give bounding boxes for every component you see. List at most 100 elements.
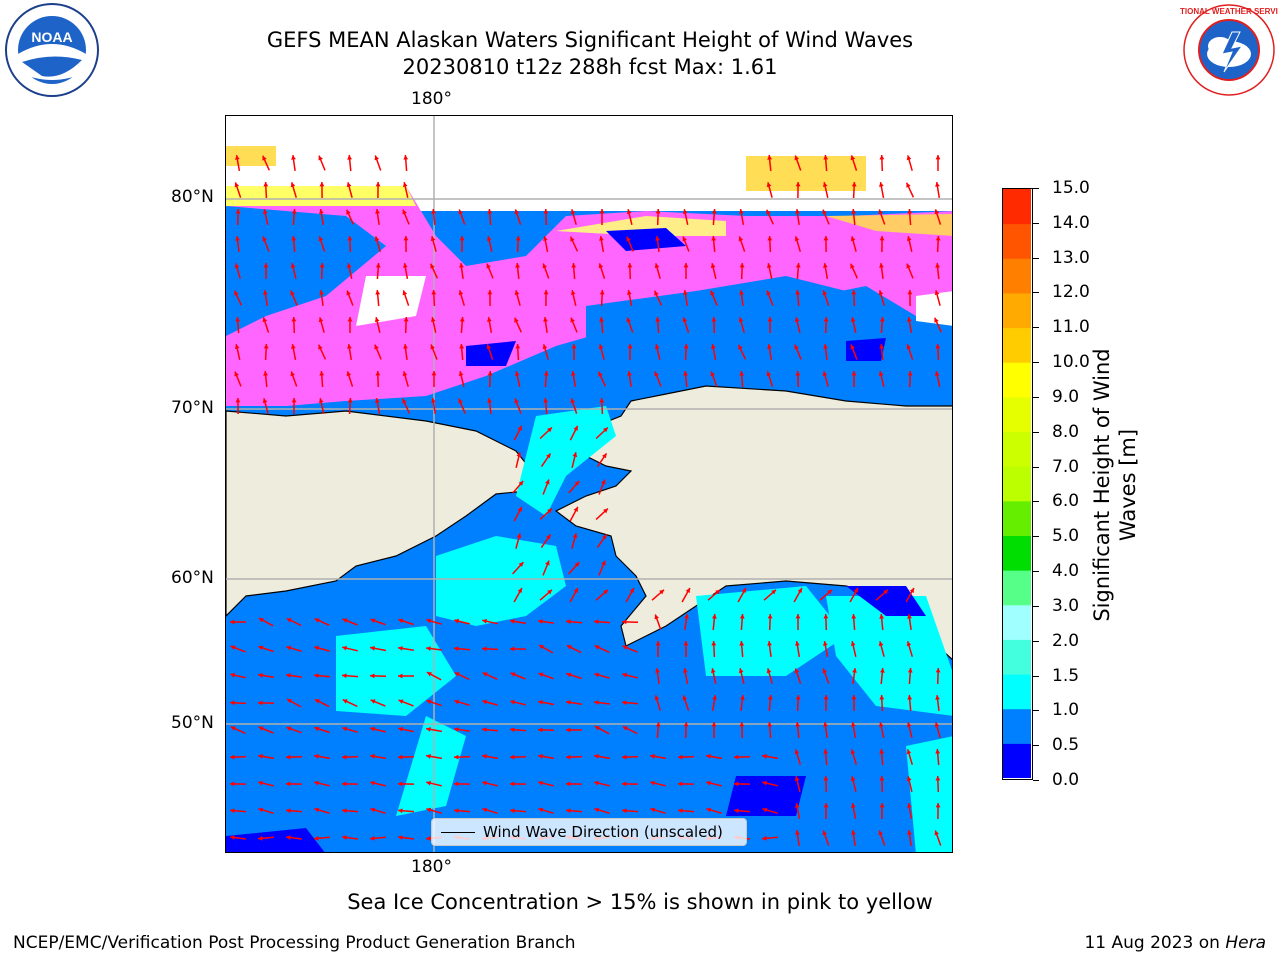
wind-wave-arrowhead: [598, 263, 604, 269]
wind-wave-arrowhead: [262, 155, 267, 161]
wind-wave-arrowhead: [629, 588, 634, 593]
wind-wave-arrowhead: [346, 182, 352, 188]
wind-wave-arrowhead: [822, 209, 827, 215]
wind-wave-arrowhead: [318, 236, 324, 242]
colorbar-swatch: [1003, 570, 1031, 606]
wind-wave-arrowhead: [318, 398, 324, 403]
wind-wave-arrowhead: [426, 835, 431, 841]
wind-wave-arrowhead: [794, 317, 800, 323]
wind-wave-arrowhead: [706, 780, 711, 786]
colorbar-tick-mark: [1033, 605, 1039, 607]
wind-wave-arrowhead: [402, 182, 408, 187]
wind-wave-arrowhead: [823, 317, 829, 322]
wind-wave-arrowhead: [767, 317, 773, 322]
wind-wave-arrowhead: [258, 645, 264, 651]
wind-wave-arrowhead: [459, 317, 465, 322]
wind-wave-arrowhead: [740, 695, 745, 700]
noaa-logo: NOAA: [5, 3, 99, 97]
wind-wave-arrowhead: [566, 672, 572, 678]
wind-wave-arrowhead: [906, 776, 912, 782]
wind-wave-arrowhead: [286, 835, 291, 840]
colorbar-tick-mark: [1033, 710, 1039, 712]
wind-wave-arrowhead: [370, 646, 375, 651]
wind-wave-arrowhead: [851, 614, 857, 619]
colorbar-tick-label: 3.0: [1052, 595, 1080, 616]
wind-wave-arrowhead: [291, 317, 297, 322]
wind-wave-arrowhead: [459, 344, 465, 349]
wind-wave-arrowhead: [517, 425, 522, 431]
wind-wave-arrowhead: [374, 155, 379, 161]
wind-wave-arrowhead: [738, 236, 744, 242]
colorbar-tick-mark: [1033, 640, 1039, 642]
wind-wave-arrowhead: [603, 508, 608, 514]
wind-wave-arrowhead: [710, 263, 716, 269]
wind-wave-arrowhead: [739, 290, 744, 295]
wind-wave-arrowhead: [683, 722, 689, 727]
wind-wave-arrowhead: [650, 780, 655, 786]
wind-wave-arrowhead: [823, 776, 829, 781]
colorbar-tick-mark: [1033, 675, 1039, 677]
wind-wave-arrowhead: [319, 209, 324, 214]
wind-wave-arrowhead: [823, 155, 829, 160]
wind-wave-arrowhead: [515, 344, 521, 349]
wind-wave-arrowhead: [766, 263, 772, 268]
colorbar-tick-mark: [1033, 745, 1039, 747]
wind-wave-arrowhead: [454, 727, 459, 732]
wind-wave-arrowhead: [426, 672, 432, 677]
wind-wave-arrowhead: [622, 726, 628, 731]
colorbar-tick-mark: [1033, 780, 1039, 781]
wind-wave-arrowhead: [602, 453, 607, 459]
wind-wave-arrowhead: [795, 263, 801, 268]
wind-wave-arrowhead: [370, 699, 376, 704]
colorbar: [1002, 188, 1033, 780]
wind-wave-arrowhead: [514, 290, 520, 296]
wind-wave-arrowhead: [510, 754, 515, 760]
wind-wave-arrowhead: [794, 749, 800, 755]
wind-wave-arrowhead: [935, 344, 941, 349]
wind-wave-arrowhead: [286, 726, 292, 731]
wind-wave-arrowhead: [374, 236, 380, 242]
wind-wave-arrowhead: [258, 807, 264, 813]
wind-wave-arrowhead: [850, 344, 855, 350]
wind-wave-arrowhead: [767, 344, 772, 349]
colorbar-tick-label: 12.0: [1052, 282, 1090, 303]
wind-wave-arrowhead: [626, 317, 631, 323]
wind-wave-arrowhead: [430, 317, 436, 322]
colorbar-swatch: [1003, 639, 1031, 675]
wind-wave-arrowhead: [879, 317, 885, 322]
colorbar-swatch: [1003, 604, 1031, 640]
wind-wave-arrowhead: [431, 209, 436, 214]
colorbar-tick-mark: [1033, 466, 1039, 468]
wind-wave-arrowhead: [538, 807, 544, 813]
wind-wave-arrowhead: [594, 726, 600, 731]
wind-wave-arrowhead: [626, 236, 631, 242]
wind-wave-arrowhead: [879, 776, 885, 781]
wind-wave-arrowhead: [487, 398, 492, 403]
wind-wave-arrowhead: [370, 807, 376, 813]
wind-wave-arrowhead: [542, 344, 548, 350]
wind-wave-arrowhead: [398, 781, 403, 787]
wind-wave-arrowhead: [711, 344, 716, 349]
nws-logo-text: NATIONAL WEATHER SERVICE: [1180, 7, 1278, 16]
wind-wave-arrowhead: [514, 398, 519, 404]
wind-wave-arrowhead: [599, 209, 605, 214]
wind-wave-arrowhead: [655, 668, 660, 673]
wind-wave-arrowhead: [430, 263, 435, 269]
wind-wave-arrowhead: [594, 700, 599, 705]
wind-wave-arrowhead: [685, 588, 690, 593]
wind-wave-arrowhead: [741, 588, 746, 593]
colorbar-swatch: [1003, 258, 1031, 294]
wind-wave-arrowhead: [654, 371, 659, 377]
wind-wave-arrowhead: [290, 371, 295, 377]
wind-wave-arrowhead: [314, 673, 319, 678]
wind-wave-arrowhead: [572, 533, 578, 539]
colorbar-swatch: [1003, 674, 1031, 710]
wind-wave-arrowhead: [794, 236, 800, 242]
wind-wave-arrowhead: [710, 371, 715, 377]
wind-wave-arrowhead: [347, 344, 352, 349]
wind-wave-arrowhead: [907, 668, 913, 673]
wind-wave-arrowhead: [879, 155, 885, 160]
wind-wave-arrowhead: [879, 182, 884, 187]
wind-wave-arrowhead: [822, 182, 828, 187]
wind-wave-arrowhead: [370, 835, 375, 841]
